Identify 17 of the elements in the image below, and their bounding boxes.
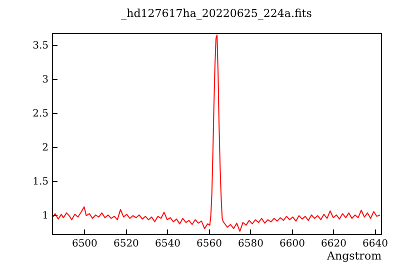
chart-title: _hd127617ha_20220625_224a.fits — [121, 7, 312, 20]
x-tick-label: 6540 — [154, 238, 180, 250]
x-tick-label: 6500 — [72, 238, 98, 250]
x-tick-label: 6620 — [321, 238, 346, 250]
x-tick-label: 6560 — [196, 238, 222, 250]
x-tick-label: 6580 — [238, 238, 264, 250]
x-tick-label: 6640 — [362, 238, 388, 250]
x-axis-title: Angstrom — [326, 250, 382, 262]
y-tick-label: 1 — [42, 210, 48, 222]
y-tick-label: 2.5 — [32, 108, 48, 120]
y-tick-label: 3 — [42, 74, 48, 86]
x-tick-label: 6600 — [280, 238, 305, 250]
y-tick-label: 3.5 — [32, 40, 48, 52]
line-series — [52, 34, 380, 232]
y-tick-label: 1.5 — [32, 176, 48, 188]
x-tick-label: 6520 — [113, 238, 139, 250]
y-tick-label: 2 — [42, 142, 48, 154]
